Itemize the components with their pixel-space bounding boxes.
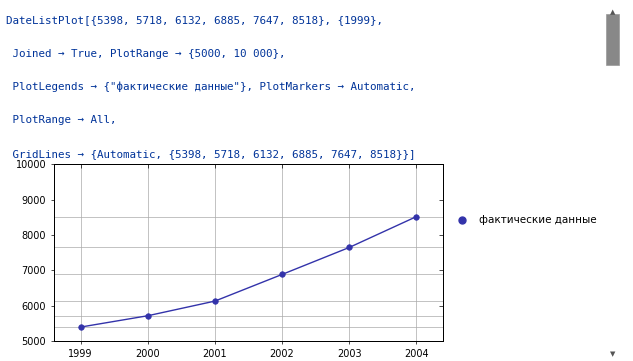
FancyBboxPatch shape [606,14,619,65]
Text: PlotRange → All,: PlotRange → All, [6,116,117,126]
Text: PlotLegends → {"фактические данные"}, PlotMarkers → Automatic,: PlotLegends → {"фактические данные"}, Pl… [6,82,416,92]
Text: фактические данные: фактические данные [479,215,596,225]
Text: DateListPlot[{5398, 5718, 6132, 6885, 7647, 8518}, {1999},: DateListPlot[{5398, 5718, 6132, 6885, 76… [6,16,384,25]
Text: ▼: ▼ [610,351,615,357]
Text: Joined → True, PlotRange → {5000, 10 000},: Joined → True, PlotRange → {5000, 10 000… [6,49,286,59]
Text: GridLines → {Automatic, {5398, 5718, 6132, 6885, 7647, 8518}}]: GridLines → {Automatic, {5398, 5718, 613… [6,149,416,159]
Text: ▲: ▲ [610,9,615,15]
